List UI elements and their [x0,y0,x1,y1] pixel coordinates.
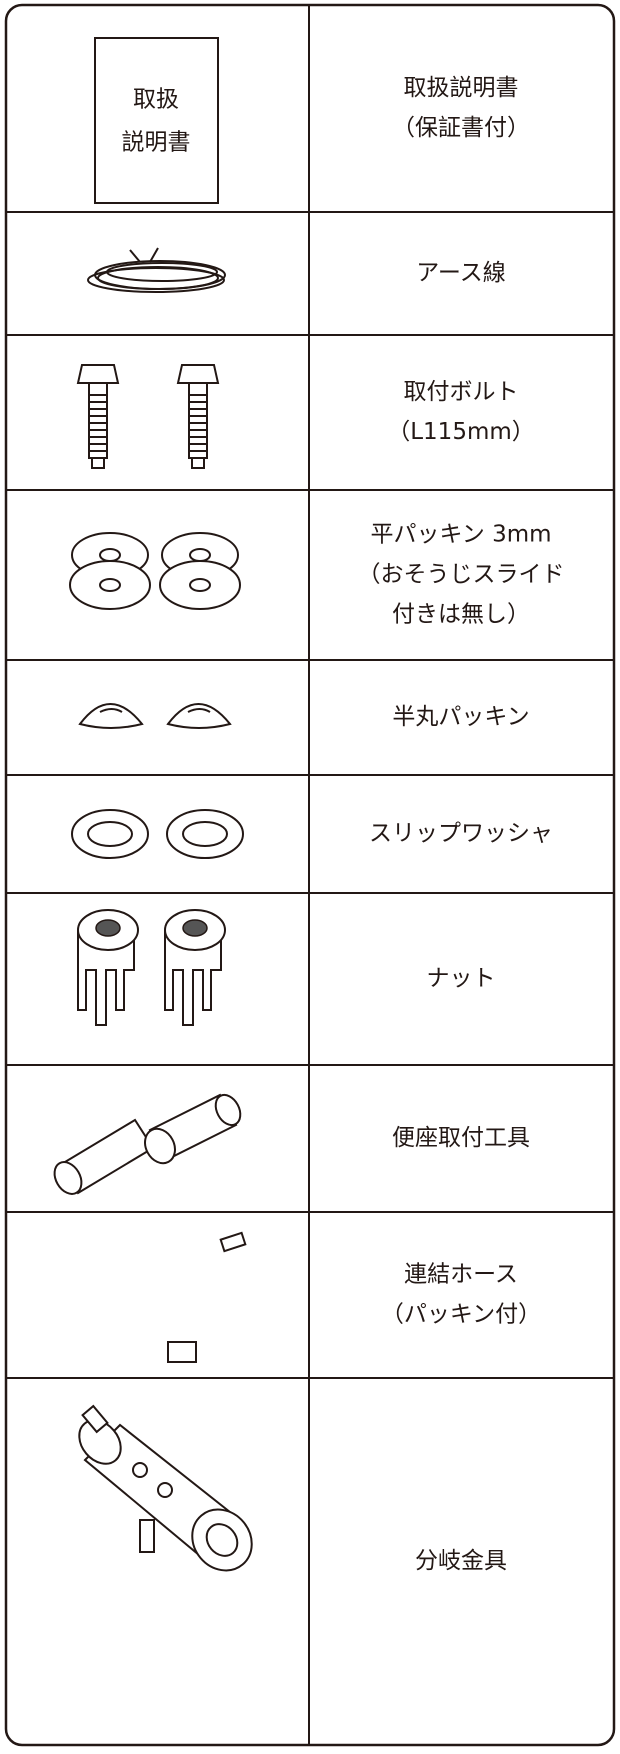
manual-icon-text: 説明書 [122,130,191,156]
half-round-packing-illustration [78,703,232,729]
tool-illustration [53,1093,242,1195]
flat-packing-illustration [69,532,241,610]
item-name: （L115mm） [387,419,535,445]
item-name: 半丸パッキン [392,704,529,730]
slip-washer-illustration [71,809,244,859]
item-name: ナット [427,966,496,992]
item-name: 便座取付工具 [392,1125,530,1151]
item-name: 取扱説明書 [404,75,519,101]
hose-illustration [58,1231,247,1363]
item-name: 連結ホース [404,1262,518,1288]
item-name: 分岐金具 [415,1548,507,1574]
item-name: （おそうじスライド [358,562,565,588]
item-name: （保証書付） [392,115,530,141]
item-name: スリップワッシャ [369,821,553,847]
item-name: アース線 [416,260,505,286]
manual-icon: 取扱 説明書 [94,37,219,204]
item-name: （パッキン付） [381,1302,541,1328]
item-name: 付きは無し） [392,602,530,628]
manual-icon-text: 取扱 [133,87,179,113]
earth-wire-illustration [87,247,226,293]
bolts-illustration [76,364,220,469]
nut-illustration [77,909,226,1026]
item-name: 平パッキン 3mm [370,522,551,548]
item-name: 取付ボルト [404,379,519,405]
branch-fitting-illustration [78,1404,253,1572]
